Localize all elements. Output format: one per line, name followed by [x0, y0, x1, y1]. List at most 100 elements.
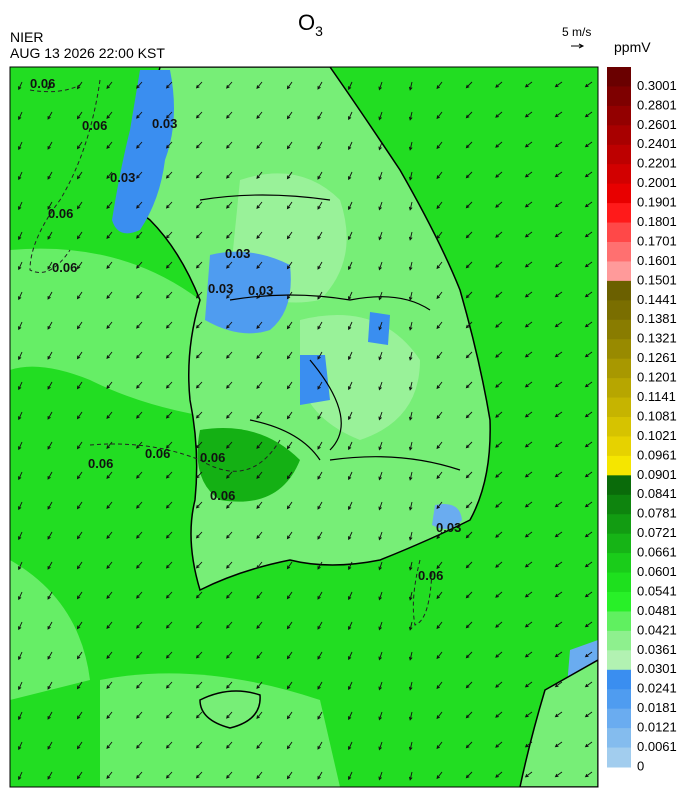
- wind-arrow: [378, 111, 383, 121]
- wind-arrow: [47, 201, 53, 210]
- wind-arrow: [465, 351, 473, 359]
- wind-arrow: [524, 351, 533, 358]
- wind-arrow: [495, 651, 503, 658]
- colorbar-label: 0.0181: [637, 700, 677, 715]
- wind-arrow: [256, 351, 263, 359]
- contour-label: 0.03: [208, 281, 233, 296]
- wind-arrow: [195, 321, 203, 329]
- wind-arrow: [317, 471, 323, 480]
- wind-arrow: [317, 711, 323, 720]
- wind-arrow: [317, 411, 323, 420]
- wind-arrow: [286, 171, 293, 180]
- wind-arrow: [106, 201, 113, 209]
- wind-arrow: [465, 771, 473, 779]
- colorbar-label: 0.3001: [637, 78, 677, 93]
- datetime: AUG 13 2026 22:00 KST: [10, 45, 165, 61]
- wind-arrow: [465, 651, 473, 659]
- wind-arrow: [165, 351, 173, 359]
- wind-arrow: [584, 561, 593, 568]
- contour-label: 0.06: [82, 118, 107, 133]
- colorbar-box: [607, 183, 631, 204]
- wind-arrow: [495, 321, 503, 328]
- colorbar-box: [607, 669, 631, 690]
- wind-arrow: [165, 711, 173, 719]
- wind-arrow: [47, 501, 53, 510]
- wind-arrow: [408, 321, 413, 331]
- wind-arrow: [317, 441, 323, 450]
- wind-arrow: [286, 771, 293, 780]
- wind-arrow: [136, 351, 143, 359]
- wind-arrow: [47, 171, 53, 180]
- wind-arrow: [408, 141, 413, 151]
- colorbar-label: 0.1261: [637, 350, 677, 365]
- wind-arrow: [317, 171, 323, 180]
- wind-arrow: [347, 381, 353, 391]
- colorbar-box: [607, 378, 631, 399]
- wind-arrow: [584, 411, 593, 418]
- wind-arrow: [76, 141, 83, 150]
- wind-arrow: [47, 261, 53, 270]
- wind-arrow: [465, 111, 473, 119]
- wind-arrow: [286, 141, 293, 150]
- colorbar-label: 0.2001: [637, 175, 677, 190]
- colorbar-box: [607, 67, 631, 87]
- wind-arrow: [106, 291, 113, 299]
- wind-arrow: [408, 201, 413, 211]
- wind-arrow: [495, 261, 503, 268]
- boundary: [199, 194, 461, 471]
- wind-arrow: [584, 261, 593, 268]
- wind-arrow: [347, 111, 353, 121]
- wind-arrow: [584, 381, 593, 388]
- wind-arrow: [76, 291, 83, 300]
- wind-arrow: [317, 621, 323, 630]
- wind-arrow: [106, 141, 113, 149]
- wind-arrow: [317, 681, 323, 690]
- colorbar-label: 0: [637, 758, 644, 773]
- wind-arrow: [347, 171, 353, 181]
- wind-arrow: [256, 381, 263, 389]
- wind-arrow: [495, 681, 503, 688]
- wind-arrow: [554, 171, 563, 178]
- wind-arrow: [76, 771, 83, 780]
- wind-arrow: [18, 651, 23, 661]
- wind-arrow: [195, 141, 203, 149]
- wind-arrow: [495, 621, 503, 628]
- wind-arrow: [378, 291, 383, 301]
- wind-arrow: [47, 741, 53, 750]
- wind-arrow: [286, 441, 293, 450]
- colorbar-label: 0.2201: [637, 156, 677, 171]
- ozone-patch: [10, 248, 230, 420]
- wind-arrow: [378, 651, 383, 661]
- wind-arrow: [554, 621, 563, 628]
- wind-arrow: [106, 261, 113, 269]
- ozone-patch: [432, 504, 462, 529]
- wind-arrow: [495, 291, 503, 298]
- colorbar-box: [607, 747, 631, 768]
- wind-arrow: [165, 141, 173, 149]
- colorbar-box: [607, 417, 631, 437]
- colorbar-box: [607, 455, 631, 476]
- wind-arrow: [347, 741, 353, 751]
- wind-arrow: [106, 471, 113, 479]
- wind-arrow: [378, 531, 383, 541]
- wind-arrow: [378, 201, 383, 211]
- title: O3: [298, 10, 323, 39]
- wind-arrow: [256, 291, 263, 299]
- wind-arrow: [106, 621, 113, 629]
- wind-arrow: [286, 351, 293, 360]
- ozone-patch: [197, 428, 300, 502]
- wind-arrow: [226, 291, 233, 299]
- wind-arrow: [347, 591, 353, 601]
- wind-arrow: [226, 201, 233, 209]
- wind-arrow: [317, 321, 323, 330]
- wind-arrow: [378, 381, 383, 391]
- wind-arrow: [584, 591, 593, 598]
- wind-arrow: [524, 261, 533, 268]
- colorbar-label: 0.1141: [637, 389, 676, 404]
- wind-arrow: [226, 471, 233, 479]
- colorbar-box: [607, 611, 631, 632]
- wind-arrow: [256, 81, 263, 89]
- wind-arrow: [165, 81, 173, 89]
- wind-arrow: [554, 231, 563, 238]
